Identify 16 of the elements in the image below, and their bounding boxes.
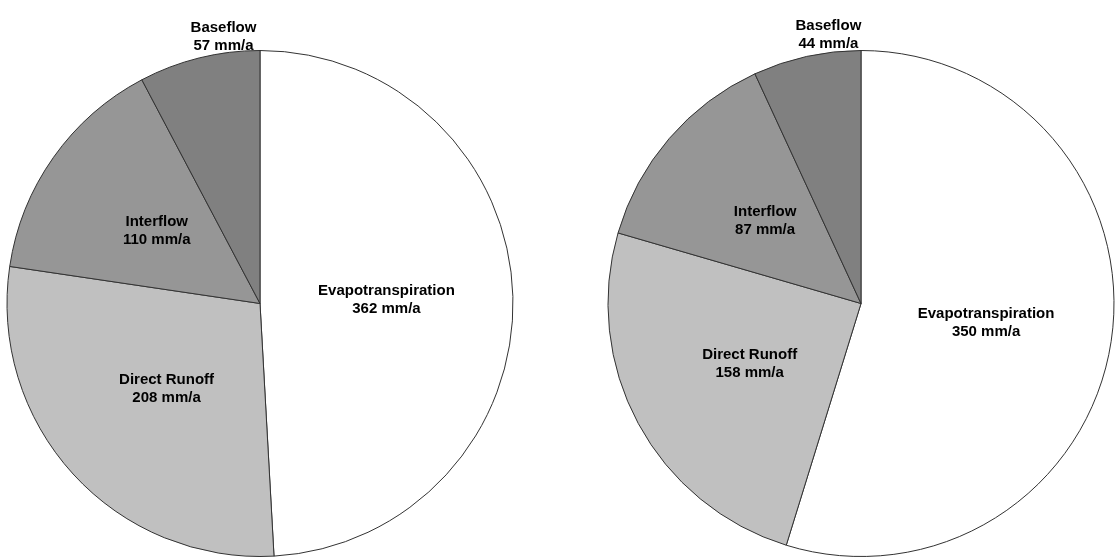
slice-label: Interflow (125, 211, 189, 229)
data-label: 44 mm/a (798, 34, 860, 52)
data-label: 362 mm/a (352, 299, 422, 317)
data-label: 208 mm/a (132, 387, 202, 405)
slice-label: Interflow (733, 202, 797, 220)
slice-label: Evapotranspiration (318, 281, 455, 299)
slice-label: Evapotranspiration (917, 303, 1055, 321)
slice-label: Baseflow (190, 17, 257, 35)
slice-label: Baseflow (795, 16, 862, 34)
data-label: 110 mm/a (122, 229, 192, 247)
slice-label: Direct Runoff (702, 344, 799, 362)
data-label: 350 mm/a (951, 321, 1021, 339)
data-label: 87 mm/a (735, 220, 796, 238)
slice-label: Direct Runoff (119, 369, 216, 387)
data-label: 158 mm/a (715, 362, 785, 380)
data-label: 57 mm/a (193, 35, 255, 53)
